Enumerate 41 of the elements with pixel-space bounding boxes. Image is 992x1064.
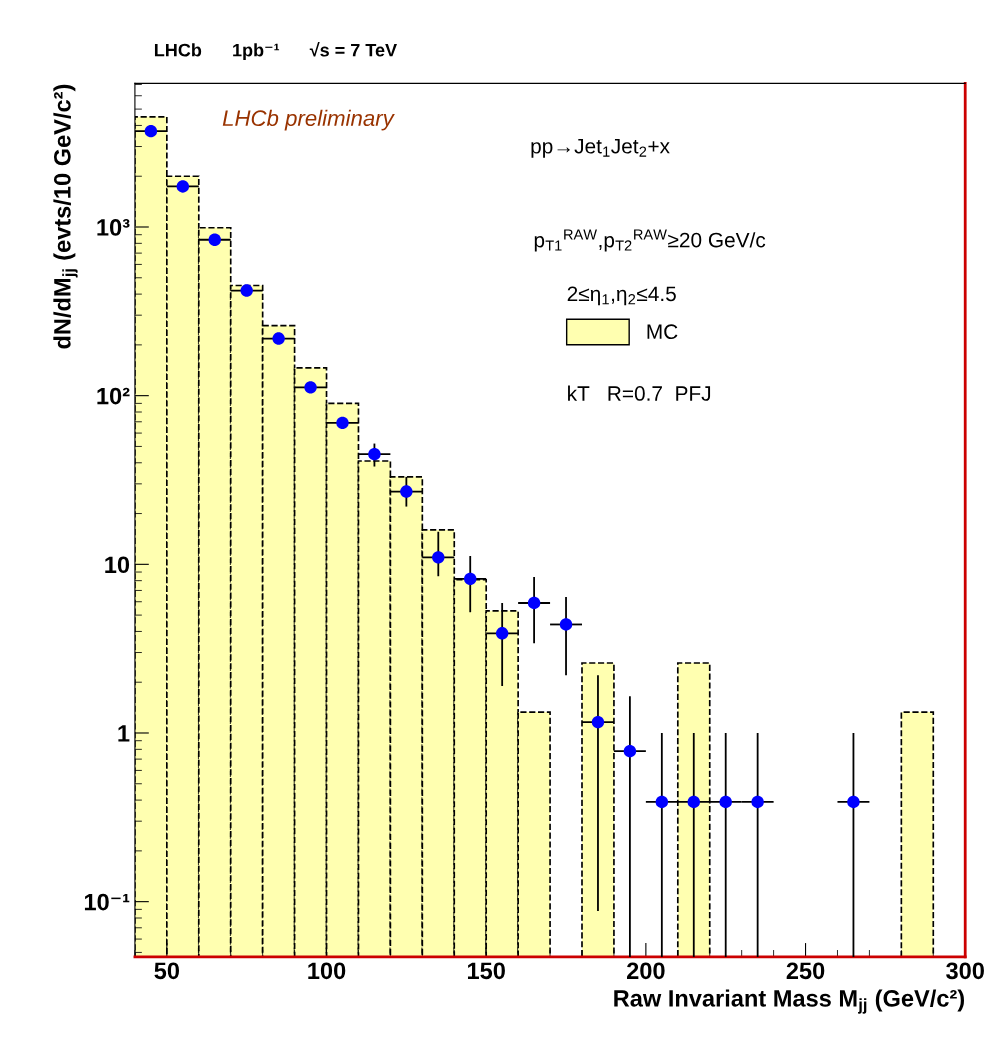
point: [144, 124, 158, 138]
point: [751, 795, 764, 809]
x-tick-label: 300: [946, 962, 984, 980]
x-tick-label: 200: [626, 962, 665, 980]
point: [591, 715, 605, 729]
y-tick-label: 10: [105, 556, 130, 574]
annotation: LHCb preliminary: [222, 109, 395, 131]
point: [655, 795, 669, 809]
annotation: pp→Jet$_{1}$Jet$_{2}$+x: [531, 139, 670, 158]
y-tick-label: 10³: [97, 219, 130, 236]
x-tick-label: 50: [154, 962, 180, 980]
point: [432, 551, 445, 564]
y-tick-label: 1: [118, 725, 130, 742]
x-tick-label: 150: [467, 962, 505, 980]
annotation: p$_{T1}$$^{RAW}$,p$_{T2}$$^{RAW}$≥20 GeV/c: [534, 229, 766, 252]
point: [464, 572, 477, 586]
point: [208, 233, 221, 246]
point: [687, 795, 700, 809]
point: [368, 447, 381, 461]
point: [400, 485, 413, 498]
point: [495, 627, 509, 640]
point: [623, 744, 637, 758]
x-axis-title: Raw Invariant Mass M$_{jj}$ (GeV/c²): [614, 989, 965, 1014]
point: [240, 284, 253, 297]
x-tick-label: 250: [786, 962, 825, 980]
annotation: 2≤η$_{1}$,η$_{2}$≤4.5: [567, 286, 676, 306]
y-tick-label: 10²: [97, 387, 130, 405]
point: [336, 416, 349, 430]
legend-label: MC: [647, 324, 678, 340]
point: [847, 795, 860, 809]
point: [719, 795, 732, 809]
x-tick-label: 100: [308, 962, 346, 980]
annotation: kT R=0.7 PFJ: [568, 385, 711, 401]
point: [559, 618, 573, 631]
point: [272, 332, 285, 345]
chart-title: LHCb 1pb⁻¹ √s = 7 TeV: [154, 42, 397, 61]
point: [176, 180, 190, 193]
point: [304, 381, 317, 394]
y-axis-title: dN/dM$_{jj}$ (evts/10 GeV/c²): [53, 84, 78, 349]
y-tick-label: 10⁻¹: [84, 893, 130, 911]
point: [527, 596, 541, 610]
